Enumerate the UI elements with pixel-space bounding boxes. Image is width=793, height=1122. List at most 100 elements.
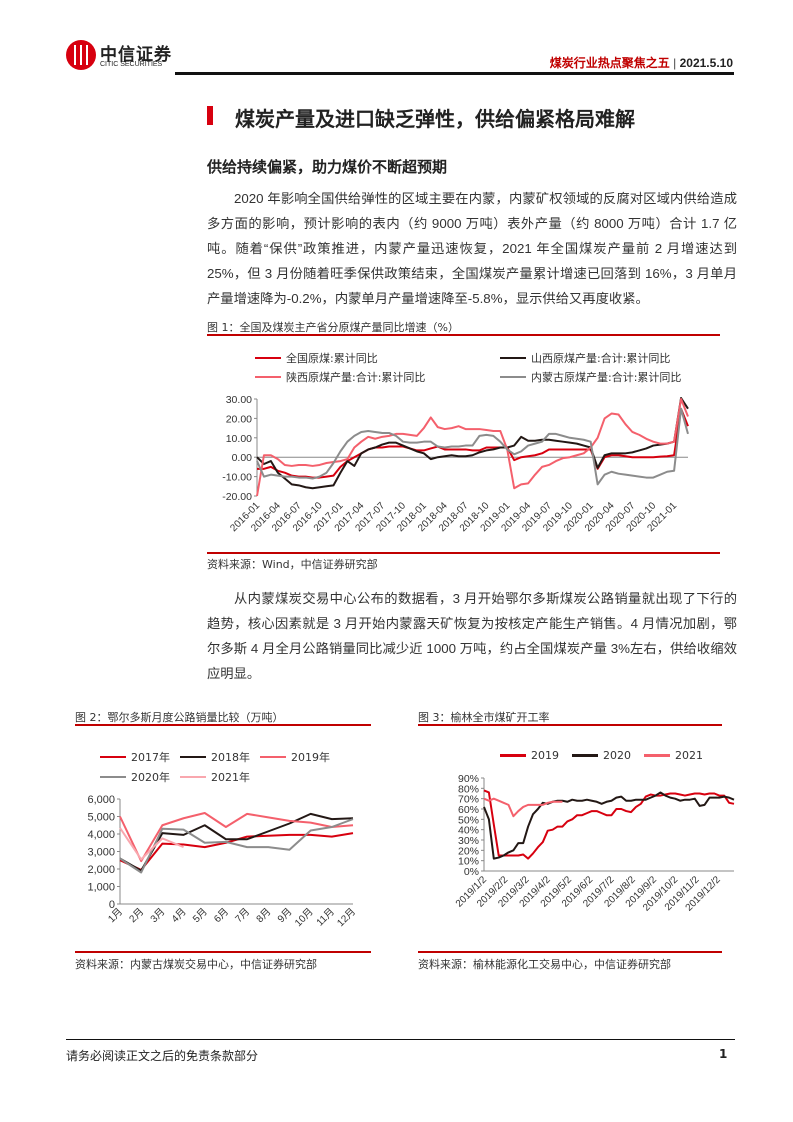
legend-swatch xyxy=(100,775,126,779)
legend-swatch xyxy=(260,755,286,759)
legend-label: 2021年 xyxy=(211,771,250,784)
page-number: 1 xyxy=(719,1047,728,1061)
x-tick-label: 12月 xyxy=(335,906,358,929)
y-tick-label: 50% xyxy=(458,814,479,826)
fig3-rule xyxy=(418,724,722,726)
section-marker xyxy=(207,106,213,125)
fig2-title: 图 2：鄂尔多斯月度公路销量比较（万吨） xyxy=(75,711,284,724)
legend-label: 2017年 xyxy=(131,751,170,764)
y-tick-label: 10.00 xyxy=(226,433,252,445)
legend-swatch xyxy=(180,775,206,779)
series-line-内蒙古原煤产量:合计:累计同比 xyxy=(256,407,689,486)
y-tick-label: 30.00 xyxy=(226,394,252,406)
fig1-title: 图 1：全国及煤炭主产省分原煤产量同比增速（%） xyxy=(207,321,459,334)
sub-title: 供给持续偏紧，助力煤价不断超预期 xyxy=(207,158,448,176)
legend-label: 2019年 xyxy=(291,751,330,764)
fig2-source-rule xyxy=(75,951,371,953)
legend-swatch xyxy=(500,754,526,757)
y-tick-label: -10.00 xyxy=(222,472,252,484)
logo-text-en: CITIC SECURITIES xyxy=(100,61,163,68)
x-tick-label: 4月 xyxy=(169,906,188,925)
logo-text-cn: 中信证券 xyxy=(100,45,172,65)
fig1-legend-3: 内蒙古原煤产量:合计:累计同比 xyxy=(500,369,681,385)
series-line-2018年 xyxy=(119,812,354,872)
header-meta: 煤炭行业热点聚焦之五 | 2021.5.10 xyxy=(550,54,733,71)
y-tick-label: 6,000 xyxy=(87,794,115,806)
fig3-chart: 90%80%70%60%50%40%30%20%10%0%2019/1/2201… xyxy=(454,773,735,914)
fig3-legend-0: 2019 xyxy=(500,749,559,762)
header-divider xyxy=(175,72,734,75)
y-tick-label: 20.00 xyxy=(226,413,252,425)
header-separator: | xyxy=(673,56,677,70)
y-tick-label: 0% xyxy=(464,866,479,878)
legend-label: 2019 xyxy=(531,749,559,762)
report-series: 煤炭行业热点聚焦之五 xyxy=(549,56,670,70)
legend-label: 2020 xyxy=(603,749,631,762)
fig3-source: 资料来源：榆林能源化工交易中心，中信证券研究部 xyxy=(418,958,671,971)
legend-label: 2018年 xyxy=(211,751,250,764)
y-tick-label: 5,000 xyxy=(87,812,115,824)
fig2-legend-4: 2021年 xyxy=(180,769,250,785)
fig1-source-rule xyxy=(207,552,720,554)
fig3-legend-1: 2020 xyxy=(572,749,631,762)
y-tick-label: 70% xyxy=(458,794,479,806)
fig1-source: 资料来源：Wind，中信证券研究部 xyxy=(207,558,378,571)
fig2-legend-0: 2017年 xyxy=(100,749,170,765)
fig3-legend-2: 2021 xyxy=(644,749,703,762)
y-tick-label: 2,000 xyxy=(87,864,115,876)
legend-swatch xyxy=(500,375,526,379)
x-tick-label: 3月 xyxy=(148,906,167,925)
y-tick-label: 10% xyxy=(458,856,479,868)
y-tick-label: 60% xyxy=(458,804,479,816)
legend-swatch xyxy=(255,375,281,379)
legend-swatch xyxy=(500,356,526,360)
fig2-legend-1: 2018年 xyxy=(180,749,250,765)
paragraph-1: 2020 年影响全国供给弹性的区域主要在内蒙，内蒙矿权领域的反腐对区域内供给造成… xyxy=(207,191,737,306)
series-line-2020年 xyxy=(119,818,354,874)
legend-swatch xyxy=(644,754,670,757)
legend-label: 2021 xyxy=(675,749,703,762)
series-line-2020 xyxy=(483,791,735,860)
fig1-legend-1: 山西原煤产量:合计:累计同比 xyxy=(500,350,670,366)
series-line-2021 xyxy=(483,797,563,818)
legend-swatch xyxy=(572,754,598,757)
y-tick-label: 0 xyxy=(109,899,115,911)
series-line-陕西原煤产量:合计:累计同比 xyxy=(256,398,689,497)
x-tick-label: 11月 xyxy=(314,906,337,929)
fig1-legend-0: 全国原煤:累计同比 xyxy=(255,350,378,366)
fig3-title: 图 3：榆林全市煤矿开工率 xyxy=(418,711,550,724)
footer-disclaimer[interactable]: 请务必阅读正文之后的免责条款部分 xyxy=(66,1049,259,1063)
y-tick-label: 40% xyxy=(458,825,479,837)
legend-swatch xyxy=(100,755,126,759)
series-line-全国原煤:累计同比 xyxy=(257,407,689,479)
x-tick-label: 7月 xyxy=(233,906,252,925)
fig1-chart: 30.0020.0010.000.00-10.00-20.002016-0120… xyxy=(222,394,689,534)
fig1-rule xyxy=(207,334,720,336)
legend-label: 山西原煤产量:合计:累计同比 xyxy=(531,352,671,365)
x-tick-label: 10月 xyxy=(292,906,315,929)
legend-swatch xyxy=(180,755,206,759)
citic-logo-icon xyxy=(66,40,96,70)
legend-swatch xyxy=(255,356,281,360)
y-tick-label: 90% xyxy=(458,773,479,785)
fig2-rule xyxy=(75,724,371,726)
legend-label: 陕西原煤产量:合计:累计同比 xyxy=(286,371,426,384)
legend-label: 2020年 xyxy=(131,771,170,784)
y-tick-label: 0.00 xyxy=(232,452,253,464)
series-line-山西原煤产量:合计:累计同比 xyxy=(256,397,689,490)
x-tick-label: 2月 xyxy=(127,906,146,925)
y-tick-label: 80% xyxy=(458,783,479,795)
x-tick-label: 5月 xyxy=(190,906,209,925)
y-tick-label: -20.00 xyxy=(222,491,252,503)
fig2-legend-3: 2020年 xyxy=(100,769,170,785)
series-line-2019年 xyxy=(119,812,354,863)
fig2-source: 资料来源：内蒙古煤炭交易中心，中信证券研究部 xyxy=(75,958,317,971)
fig2-legend-2: 2019年 xyxy=(260,749,330,765)
fig3-source-rule xyxy=(418,951,722,953)
x-tick-label: 8月 xyxy=(254,906,273,925)
x-tick-label: 6月 xyxy=(212,906,231,925)
x-tick-label: 9月 xyxy=(275,906,294,925)
legend-label: 全国原煤:累计同比 xyxy=(286,352,378,365)
y-tick-label: 20% xyxy=(458,845,479,857)
